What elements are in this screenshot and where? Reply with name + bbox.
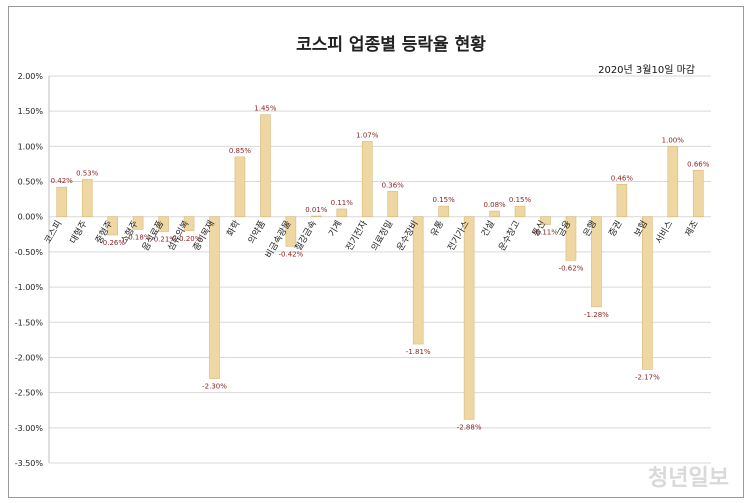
bar-6 bbox=[209, 216, 220, 379]
value-label: -2.30% bbox=[202, 383, 227, 391]
bar-13 bbox=[387, 191, 399, 218]
y-tick-label: -3.50% bbox=[15, 459, 44, 468]
bar-24 bbox=[667, 146, 679, 218]
category-label: 유통 bbox=[428, 219, 446, 239]
y-tick-label: -0.50% bbox=[15, 248, 44, 257]
bar-4 bbox=[158, 216, 169, 232]
value-label: -0.42% bbox=[279, 250, 304, 258]
bar-18 bbox=[514, 205, 526, 218]
category-label: 대형주 bbox=[68, 219, 90, 246]
watermark-logo: 청년일보 bbox=[648, 466, 729, 491]
value-label: -0.62% bbox=[559, 264, 584, 272]
category-label: 제조 bbox=[683, 219, 701, 239]
bars bbox=[56, 114, 704, 420]
value-label: 0.46% bbox=[611, 174, 634, 182]
y-tick-label: 0.50% bbox=[18, 178, 44, 187]
bar-25 bbox=[692, 169, 704, 218]
value-label: -0.20% bbox=[177, 235, 202, 243]
value-label: -2.88% bbox=[457, 423, 482, 431]
y-tick-label: 0.00% bbox=[18, 213, 44, 222]
value-label: 0.11% bbox=[331, 199, 354, 207]
value-label: -1.81% bbox=[406, 348, 431, 356]
y-tick-label: 1.50% bbox=[18, 107, 44, 116]
category-label: 기계 bbox=[326, 218, 345, 238]
bar-15 bbox=[438, 205, 449, 218]
value-label: 0.01% bbox=[305, 206, 328, 214]
value-label: 0.53% bbox=[76, 169, 99, 177]
bar-11 bbox=[336, 208, 348, 218]
value-label: 0.08% bbox=[483, 201, 506, 209]
y-tick-label: -2.00% bbox=[15, 353, 44, 362]
value-label: -2.17% bbox=[635, 373, 660, 381]
value-label: 0.85% bbox=[229, 147, 252, 155]
bar-2 bbox=[107, 216, 118, 236]
y-axis-ticks: 2.00% 1.50% 1.00% 0.50% 0.00% -0.50% -1.00% -1.… bbox=[15, 72, 44, 468]
bar-1 bbox=[81, 179, 93, 218]
bar-0 bbox=[56, 186, 68, 218]
value-label: 1.00% bbox=[662, 136, 685, 144]
value-label: 1.45% bbox=[254, 105, 277, 113]
value-label: 0.15% bbox=[509, 196, 532, 204]
bar-8 bbox=[260, 114, 271, 218]
value-label: 1.07% bbox=[356, 131, 379, 139]
bar-12 bbox=[361, 141, 373, 218]
bar-5 bbox=[183, 216, 195, 232]
bar-3 bbox=[132, 216, 144, 230]
value-label: -0.18% bbox=[126, 233, 151, 241]
gridlines bbox=[48, 75, 711, 464]
bar-23 bbox=[642, 216, 653, 370]
y-tick-label: -2.50% bbox=[15, 389, 44, 398]
bar-22 bbox=[616, 184, 628, 218]
y-tick-label: 1.00% bbox=[18, 142, 44, 151]
value-label: 0.15% bbox=[433, 196, 456, 204]
value-label: -0.21% bbox=[151, 236, 176, 244]
category-label: 소형주 bbox=[119, 219, 141, 246]
value-label: 0.66% bbox=[687, 160, 710, 168]
bar-10 bbox=[311, 215, 322, 218]
bar-19 bbox=[540, 216, 551, 225]
bar-chart: 코스피 업종별 등락율 현황 2020년 3월10일 마감 0.42%0.53%… bbox=[15, 35, 729, 491]
bar-7 bbox=[234, 156, 246, 218]
category-label: 철강금속 bbox=[293, 219, 319, 253]
chart-frame: 코스피 업종별 등락율 현황 2020년 3월10일 마감 0.42% 0.53%… bbox=[8, 6, 744, 498]
y-tick-label: -3.00% bbox=[15, 424, 44, 433]
value-labels: 0.42%0.53% -0.26%-0.18% -0.21% -0.20% -2.30%… bbox=[51, 105, 710, 432]
category-label: 건설 bbox=[479, 219, 497, 239]
category-label: 전기전자 bbox=[344, 218, 370, 253]
bar-9 bbox=[285, 216, 297, 247]
bar-17 bbox=[489, 210, 500, 218]
category-label: 의료정밀 bbox=[368, 218, 395, 253]
value-label: 0.42% bbox=[51, 177, 74, 185]
chart-subtitle: 2020년 3월10일 마감 bbox=[598, 64, 695, 76]
category-label: 서비스 bbox=[653, 219, 675, 246]
y-tick-label: -1.50% bbox=[15, 318, 44, 327]
bar-21 bbox=[591, 216, 602, 308]
category-label: 의약품 bbox=[245, 218, 268, 246]
bar-14 bbox=[412, 216, 424, 345]
category-label: 증권 bbox=[606, 218, 625, 238]
bar-16 bbox=[463, 216, 475, 420]
value-label: -0.26% bbox=[100, 239, 125, 247]
y-tick-label: 2.00% bbox=[18, 72, 44, 81]
category-label: 코스피 bbox=[42, 219, 64, 246]
y-tick-label: -1.00% bbox=[15, 283, 44, 292]
value-label: -1.28% bbox=[584, 311, 609, 319]
value-label: 0.36% bbox=[382, 181, 405, 189]
value-label: -0.11% bbox=[533, 228, 558, 236]
bar-20 bbox=[565, 216, 577, 261]
category-label: 운수창고 bbox=[497, 219, 523, 253]
category-label: 화학 bbox=[225, 219, 243, 239]
chart-title: 코스피 업종별 등락율 현황 bbox=[296, 35, 486, 55]
